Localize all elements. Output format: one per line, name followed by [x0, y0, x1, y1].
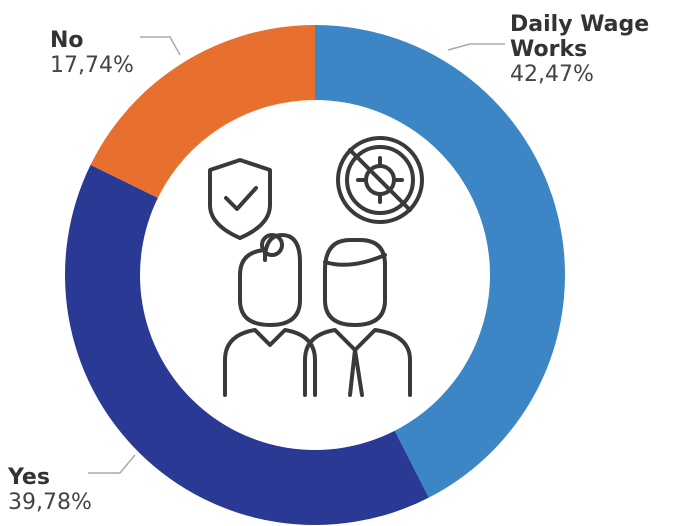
value-label: 17,74% [50, 53, 134, 78]
category-label: Yes [8, 465, 92, 490]
donut-slice [65, 165, 429, 525]
leader-line [88, 455, 135, 473]
slice-label: Daily Wage Works 42,47% [510, 12, 677, 87]
value-label: 39,78% [8, 490, 92, 515]
category-label: No [50, 28, 134, 53]
value-label: 42,47% [510, 62, 677, 87]
slice-label: Yes 39,78% [8, 465, 92, 515]
leader-line [140, 37, 180, 55]
slice-label: No 17,74% [50, 28, 134, 78]
center-icon [210, 138, 422, 395]
category-label: Daily Wage Works [510, 12, 677, 62]
leader-line [448, 44, 505, 50]
donut-slice [315, 25, 565, 498]
page: Daily Wage Works 42,47% Yes 39,78% No 17… [0, 0, 677, 526]
